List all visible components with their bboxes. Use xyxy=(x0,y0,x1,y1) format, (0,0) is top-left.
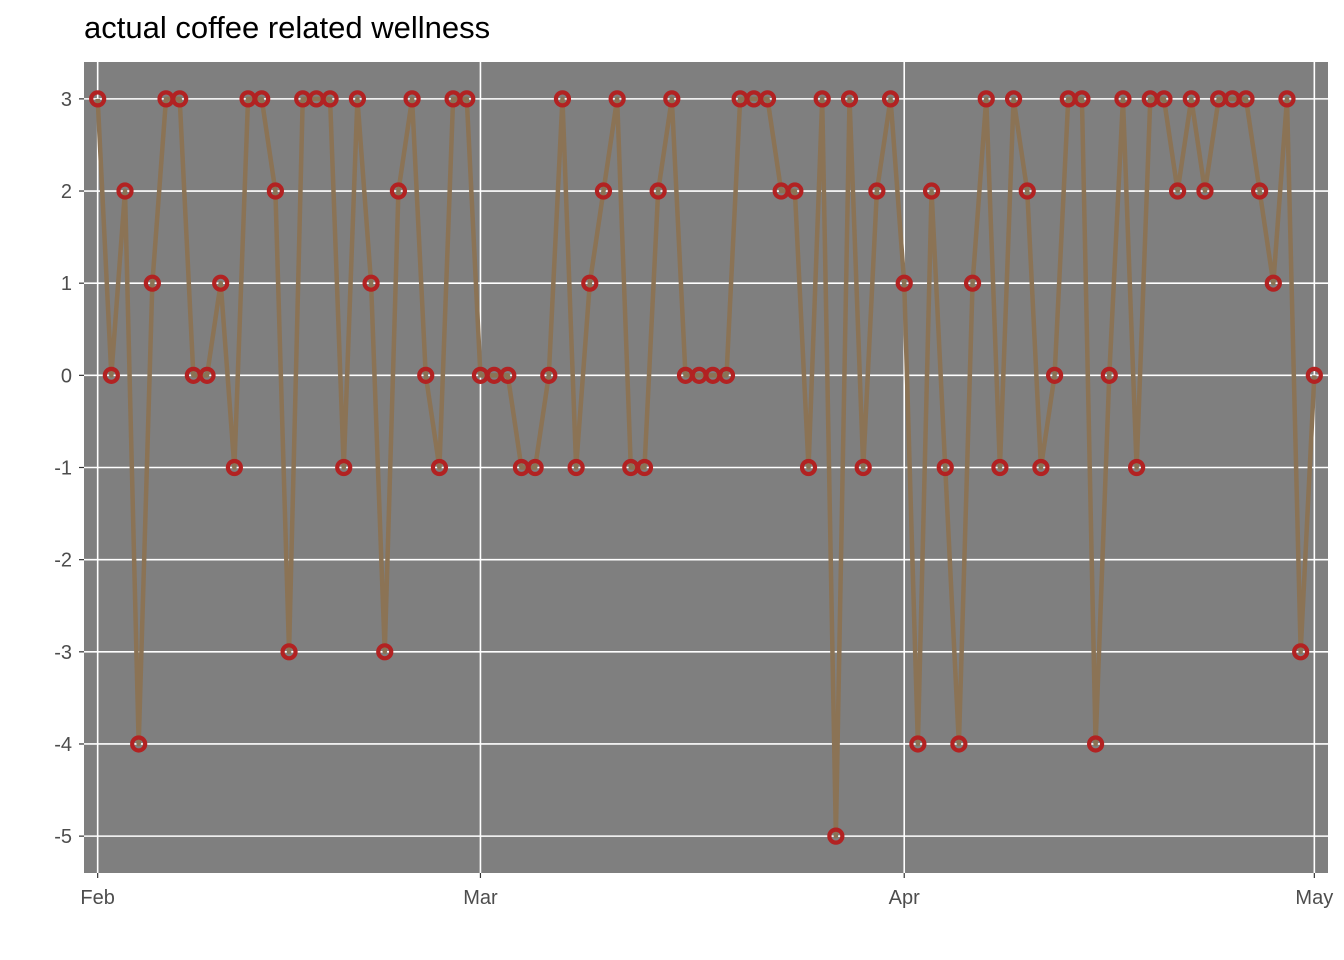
data-point xyxy=(1292,643,1310,661)
y-tick-label: 0 xyxy=(61,365,72,387)
data-point xyxy=(1264,274,1282,292)
data-point xyxy=(171,90,189,108)
data-point xyxy=(253,90,271,108)
data-point xyxy=(1100,366,1118,384)
data-point xyxy=(635,458,654,477)
data-point xyxy=(649,182,667,200)
data-point xyxy=(1155,90,1173,108)
data-point xyxy=(977,90,995,108)
data-point xyxy=(1278,90,1296,108)
data-point xyxy=(799,458,818,477)
y-tick-label: 3 xyxy=(61,89,72,111)
data-point xyxy=(116,182,134,200)
data-point xyxy=(540,366,558,384)
data-point xyxy=(198,366,216,384)
y-tick-label: -4 xyxy=(54,734,72,756)
data-point xyxy=(143,274,161,292)
y-tick-label: 2 xyxy=(61,181,72,203)
data-point xyxy=(102,366,120,384)
data-point xyxy=(430,458,449,477)
data-point xyxy=(1237,90,1255,108)
data-point xyxy=(1305,366,1323,384)
data-point xyxy=(936,458,954,477)
data-point xyxy=(581,274,599,292)
y-tick-label: -2 xyxy=(54,550,72,572)
data-point xyxy=(321,90,339,108)
data-point xyxy=(499,366,517,384)
x-tick-label: Apr xyxy=(889,887,920,909)
data-point xyxy=(1073,90,1091,108)
data-point xyxy=(376,643,394,661)
data-point xyxy=(567,458,585,477)
x-tick-label: May xyxy=(1295,887,1333,909)
data-point xyxy=(717,366,736,384)
data-point xyxy=(458,90,476,108)
data-point xyxy=(1251,182,1269,200)
data-point xyxy=(89,90,107,108)
data-point xyxy=(1169,182,1187,200)
data-point xyxy=(909,735,927,753)
axes: 3 2 1 0 -1 -2 -3 -4 -5 Feb Mar Apr May xyxy=(54,89,1333,909)
data-point xyxy=(1018,182,1036,200)
data-point xyxy=(758,90,777,108)
data-point xyxy=(212,274,230,292)
data-point xyxy=(1182,90,1200,108)
data-point xyxy=(991,458,1009,477)
data-point xyxy=(362,274,380,292)
data-point xyxy=(881,90,900,108)
data-point xyxy=(1196,182,1214,200)
data-point xyxy=(403,90,421,108)
x-tick-label: Mar xyxy=(463,887,498,909)
data-point xyxy=(225,458,243,477)
data-point xyxy=(922,182,941,200)
y-tick-label: -5 xyxy=(54,826,72,848)
y-tick-label: 1 xyxy=(61,273,72,295)
data-point xyxy=(1087,735,1105,753)
data-point xyxy=(827,827,845,845)
data-point xyxy=(417,366,435,384)
data-point xyxy=(813,90,831,108)
data-point xyxy=(786,182,804,200)
data-point xyxy=(553,90,572,108)
data-point xyxy=(663,90,681,108)
data-point xyxy=(130,735,148,753)
data-point xyxy=(335,458,353,477)
data-point xyxy=(868,182,886,200)
data-point xyxy=(608,90,626,108)
y-tick-label: -3 xyxy=(54,642,72,664)
data-point xyxy=(280,643,298,661)
data-point xyxy=(854,458,872,477)
data-point xyxy=(1045,366,1064,384)
data-point xyxy=(840,90,859,108)
data-point xyxy=(266,182,284,200)
x-tick-label: Feb xyxy=(80,887,114,909)
data-point xyxy=(526,458,544,477)
data-point xyxy=(950,735,968,753)
data-point xyxy=(1032,458,1050,477)
data-point xyxy=(963,274,982,292)
y-tick-label: -1 xyxy=(54,458,72,480)
data-point xyxy=(895,274,913,292)
data-point xyxy=(1004,90,1023,108)
data-point xyxy=(594,182,613,200)
data-point xyxy=(1114,90,1132,108)
data-point xyxy=(389,182,408,200)
data-point xyxy=(348,90,367,108)
data-points xyxy=(89,90,1323,845)
data-point xyxy=(1128,458,1146,477)
chart-title: actual coffee related wellness xyxy=(84,10,491,45)
